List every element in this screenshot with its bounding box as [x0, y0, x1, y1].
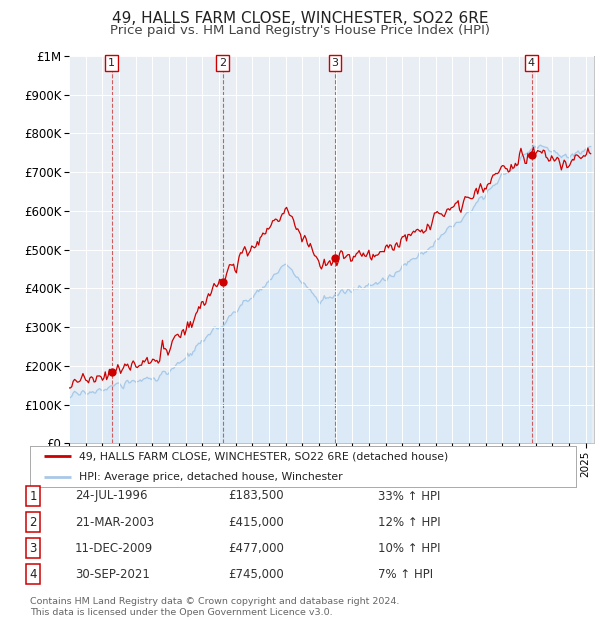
Text: £415,000: £415,000: [228, 516, 284, 528]
Text: 4: 4: [29, 568, 37, 580]
Text: £477,000: £477,000: [228, 542, 284, 554]
Text: This data is licensed under the Open Government Licence v3.0.: This data is licensed under the Open Gov…: [30, 608, 332, 617]
Text: 10% ↑ HPI: 10% ↑ HPI: [378, 542, 440, 554]
Text: 4: 4: [528, 58, 535, 68]
Text: 49, HALLS FARM CLOSE, WINCHESTER, SO22 6RE: 49, HALLS FARM CLOSE, WINCHESTER, SO22 6…: [112, 11, 488, 26]
Text: Contains HM Land Registry data © Crown copyright and database right 2024.: Contains HM Land Registry data © Crown c…: [30, 597, 400, 606]
Text: 1: 1: [108, 58, 115, 68]
Text: £183,500: £183,500: [228, 490, 284, 502]
Text: 7% ↑ HPI: 7% ↑ HPI: [378, 568, 433, 580]
Text: 24-JUL-1996: 24-JUL-1996: [75, 490, 148, 502]
Text: £745,000: £745,000: [228, 568, 284, 580]
Text: 1: 1: [29, 490, 37, 502]
Text: 3: 3: [29, 542, 37, 554]
Text: HPI: Average price, detached house, Winchester: HPI: Average price, detached house, Winc…: [79, 472, 343, 482]
Text: 2: 2: [29, 516, 37, 528]
Text: 11-DEC-2009: 11-DEC-2009: [75, 542, 153, 554]
Text: 33% ↑ HPI: 33% ↑ HPI: [378, 490, 440, 502]
Text: Price paid vs. HM Land Registry's House Price Index (HPI): Price paid vs. HM Land Registry's House …: [110, 24, 490, 37]
Text: 12% ↑ HPI: 12% ↑ HPI: [378, 516, 440, 528]
Text: 21-MAR-2003: 21-MAR-2003: [75, 516, 154, 528]
Text: 49, HALLS FARM CLOSE, WINCHESTER, SO22 6RE (detached house): 49, HALLS FARM CLOSE, WINCHESTER, SO22 6…: [79, 451, 448, 461]
Text: 30-SEP-2021: 30-SEP-2021: [75, 568, 150, 580]
Text: 2: 2: [219, 58, 226, 68]
Text: 3: 3: [331, 58, 338, 68]
